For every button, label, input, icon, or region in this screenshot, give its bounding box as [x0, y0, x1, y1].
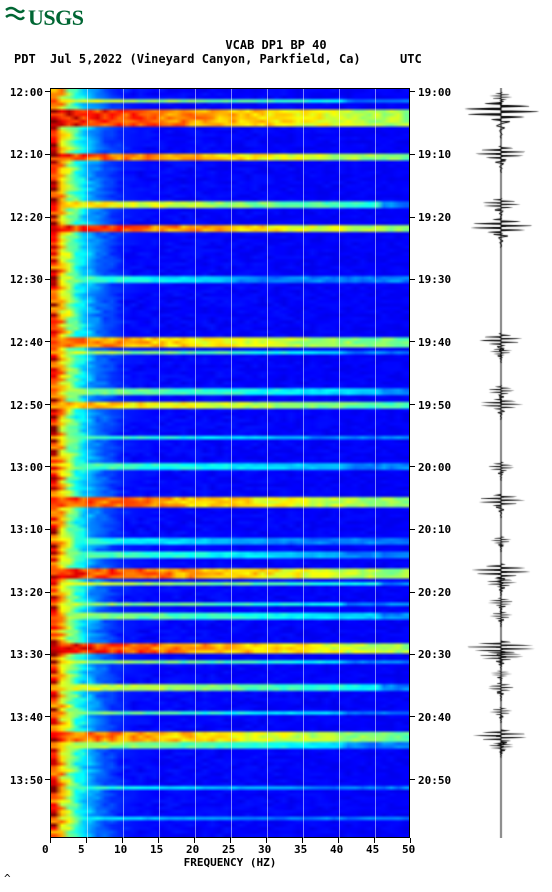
x-tick-label: 40 — [330, 843, 343, 856]
x-tick-label: 45 — [366, 843, 379, 856]
y-tick-right — [410, 654, 415, 655]
tz-left-label: PDT — [14, 52, 36, 66]
gridline — [303, 89, 304, 839]
x-tick-label: 50 — [402, 843, 415, 856]
y-tick-right — [410, 404, 415, 405]
y-tick-label-left: 12:10 — [10, 148, 43, 161]
y-tick-left — [45, 341, 50, 342]
x-tick-label: 20 — [186, 843, 199, 856]
y-tick-right — [410, 341, 415, 342]
y-tick-label-right: 19:20 — [418, 211, 451, 224]
x-tick — [86, 838, 87, 843]
x-axis-title: FREQUENCY (HZ) — [50, 856, 410, 869]
y-tick-label-left: 13:10 — [10, 523, 43, 536]
y-tick-right — [410, 529, 415, 530]
y-tick-label-left: 12:00 — [10, 86, 43, 99]
y-tick-label-right: 20:10 — [418, 523, 451, 536]
usgs-logo: USGS — [4, 4, 83, 32]
y-tick-label-right: 19:40 — [418, 336, 451, 349]
y-tick-left — [45, 654, 50, 655]
y-tick-label-right: 19:10 — [418, 148, 451, 161]
y-tick-label-right: 20:20 — [418, 586, 451, 599]
y-tick-right — [410, 154, 415, 155]
y-tick-label-left: 12:40 — [10, 336, 43, 349]
gridline — [123, 89, 124, 839]
x-tick-label: 0 — [42, 843, 49, 856]
y-tick-label-right: 19:00 — [418, 86, 451, 99]
date-station-label: Jul 5,2022 (Vineyard Canyon, Parkfield, … — [50, 52, 361, 66]
y-tick-label-right: 20:30 — [418, 648, 451, 661]
y-tick-right — [410, 716, 415, 717]
caret-mark: ^ — [4, 872, 11, 885]
y-tick-left — [45, 154, 50, 155]
x-tick-label: 10 — [114, 843, 127, 856]
y-tick-label-right: 20:50 — [418, 774, 451, 787]
y-tick-left — [45, 466, 50, 467]
y-tick-label-left: 13:40 — [10, 711, 43, 724]
seismogram-canvas — [458, 88, 544, 838]
y-tick-label-right: 20:40 — [418, 711, 451, 724]
y-tick-left — [45, 592, 50, 593]
y-tick-left — [45, 404, 50, 405]
spectrogram-plot — [50, 88, 410, 838]
y-tick-right — [410, 217, 415, 218]
x-tick-label: 25 — [222, 843, 235, 856]
gridline — [195, 89, 196, 839]
gridline — [159, 89, 160, 839]
y-tick-left — [45, 716, 50, 717]
gridline — [267, 89, 268, 839]
y-tick-label-right: 19:50 — [418, 399, 451, 412]
gridline — [87, 89, 88, 839]
y-tick-label-left: 12:50 — [10, 399, 43, 412]
y-tick-right — [410, 91, 415, 92]
y-tick-right — [410, 466, 415, 467]
y-tick-label-left: 13:00 — [10, 461, 43, 474]
y-tick-label-left: 12:30 — [10, 273, 43, 286]
chart-title: VCAB DP1 BP 40 — [0, 38, 552, 52]
x-tick-label: 15 — [150, 843, 163, 856]
y-tick-label-left: 12:20 — [10, 211, 43, 224]
x-tick — [50, 838, 51, 843]
y-tick-label-left: 13:30 — [10, 648, 43, 661]
x-tick-label: 35 — [294, 843, 307, 856]
y-tick-left — [45, 529, 50, 530]
x-tick-label: 30 — [258, 843, 271, 856]
x-tick-label: 5 — [78, 843, 85, 856]
seismogram-trace — [458, 88, 544, 838]
gridline — [375, 89, 376, 839]
y-tick-label-right: 20:00 — [418, 461, 451, 474]
y-tick-left — [45, 91, 50, 92]
y-tick-right — [410, 779, 415, 780]
gridline — [339, 89, 340, 839]
y-tick-label-left: 13:50 — [10, 774, 43, 787]
usgs-logo-mark — [4, 4, 26, 32]
y-tick-left — [45, 279, 50, 280]
tz-right-label: UTC — [400, 52, 422, 66]
y-tick-right — [410, 592, 415, 593]
gridline — [231, 89, 232, 839]
y-tick-left — [45, 779, 50, 780]
y-tick-label-left: 13:20 — [10, 586, 43, 599]
y-tick-label-right: 19:30 — [418, 273, 451, 286]
y-tick-right — [410, 279, 415, 280]
y-tick-left — [45, 217, 50, 218]
usgs-logo-text: USGS — [28, 5, 83, 31]
